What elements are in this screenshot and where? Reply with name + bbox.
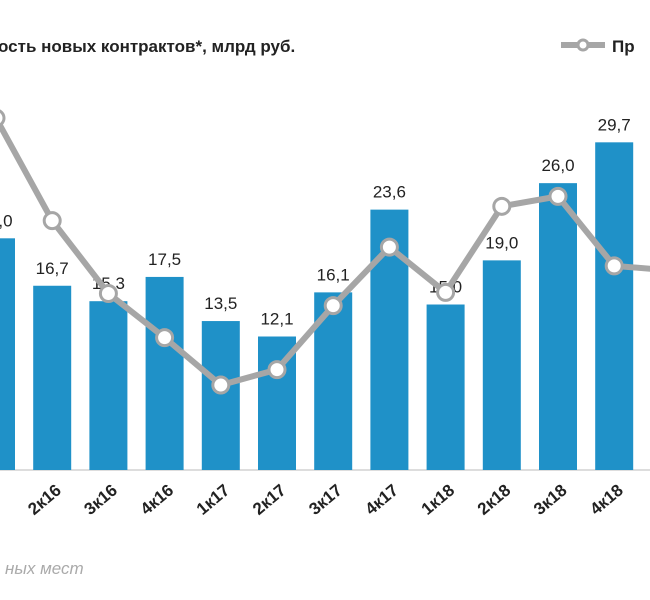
value-label: 29,7 (598, 115, 631, 134)
line-marker (379, 237, 399, 257)
x-tick-label: 2к16 (24, 481, 64, 519)
line-marker (436, 282, 456, 302)
line-marker (548, 186, 568, 206)
x-tick-label: 3к17 (305, 481, 345, 519)
x-tick-label: 4к18 (586, 481, 626, 519)
bar (33, 285, 72, 470)
x-tick-label: 4к16 (137, 481, 177, 519)
value-label: 17,5 (148, 250, 181, 269)
bar (482, 260, 521, 470)
x-tick-label: 2к18 (474, 481, 514, 519)
x-tick-label: 2к17 (249, 481, 289, 519)
bar (145, 276, 184, 470)
line-marker (211, 375, 231, 395)
x-tick-label: 3к18 (530, 481, 570, 519)
value-label: 13,5 (204, 294, 237, 313)
legend-label: Пр (612, 37, 635, 56)
bar (0, 238, 15, 470)
line-marker (42, 211, 62, 231)
line-marker (155, 328, 175, 348)
bar (89, 301, 128, 470)
bar (426, 304, 465, 470)
bar (539, 183, 577, 470)
value-label: 21,0 (0, 211, 13, 230)
value-label: 19,0 (485, 233, 518, 252)
line-marker (0, 109, 6, 127)
legend-marker (576, 38, 590, 52)
value-label: 23,6 (373, 183, 406, 202)
value-label: 16,1 (317, 265, 350, 284)
line-marker (323, 296, 343, 316)
bar (595, 142, 634, 470)
value-label: 26,0 (541, 156, 574, 175)
footnote: ных мест (5, 559, 84, 578)
bar (201, 321, 240, 470)
line-marker (492, 196, 512, 216)
line-marker (267, 360, 287, 380)
value-label: 12,1 (260, 310, 293, 329)
x-tick-label: 4к17 (362, 481, 402, 519)
x-tick-label: 1к18 (418, 481, 458, 519)
x-tick-label: 1к17 (193, 481, 233, 519)
x-tick-label: 3к16 (81, 481, 121, 519)
value-label: 16,7 (36, 259, 69, 278)
line-marker (98, 283, 118, 303)
chart-title: ость новых контрактов*, млрд руб. (0, 37, 295, 56)
line-marker (604, 256, 624, 276)
